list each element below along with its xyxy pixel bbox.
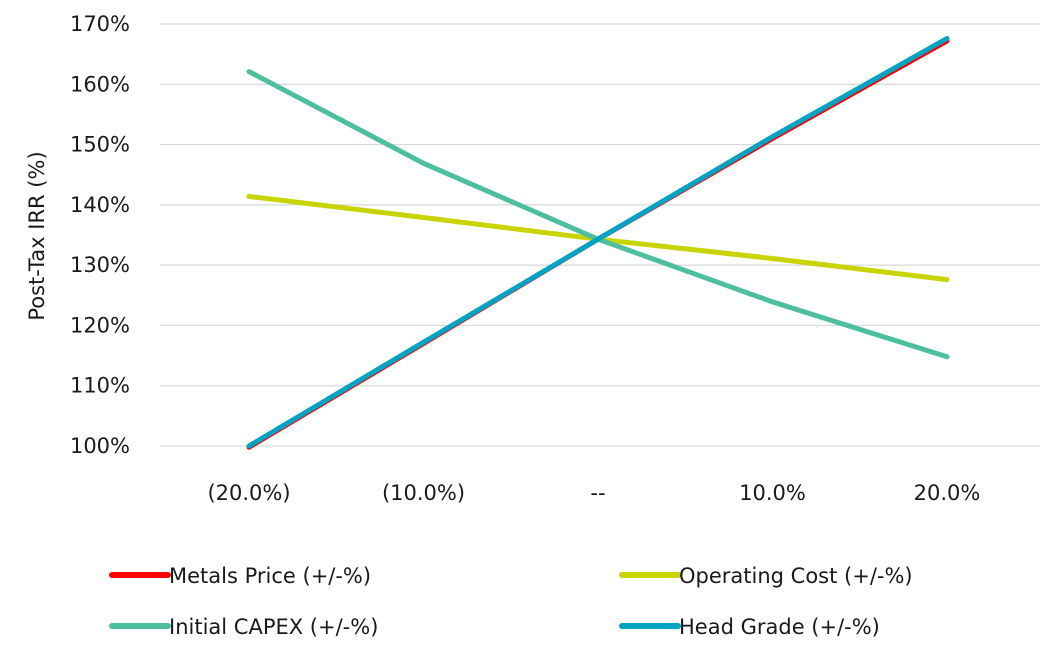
- y-axis-title: Post-Tax IRR (%): [25, 151, 49, 320]
- x-tick-label: (10.0%): [382, 481, 465, 505]
- y-tick-label: 160%: [70, 72, 130, 96]
- legend-item-3[interactable]: Head Grade (+/-%): [619, 615, 880, 639]
- legend-label: Operating Cost (+/-%): [679, 564, 913, 588]
- y-tick-label: 150%: [70, 133, 130, 157]
- y-tick-label: 140%: [70, 193, 130, 217]
- legend-item-2[interactable]: Initial CAPEX (+/-%): [109, 615, 378, 639]
- legend-label: Metals Price (+/-%): [169, 564, 371, 588]
- x-tick-label: 20.0%: [914, 481, 981, 505]
- series-line-3: [246, 36, 950, 449]
- gridlines: [160, 23, 1040, 447]
- x-tick-label: 10.0%: [739, 481, 806, 505]
- y-tick-label: 100%: [70, 434, 130, 458]
- y-tick-label: 110%: [70, 374, 130, 398]
- legend-label: Initial CAPEX (+/-%): [169, 615, 378, 639]
- x-tick-label: --: [590, 481, 605, 505]
- legend-item-0[interactable]: Metals Price (+/-%): [109, 564, 371, 588]
- legend-item-1[interactable]: Operating Cost (+/-%): [619, 564, 913, 588]
- legend: Metals Price (+/-%) Operating Cost (+/-%)…: [109, 564, 913, 639]
- y-axis-tick-labels: 100% 110% 120% 130% 140% 150% 160% 170%: [70, 12, 130, 458]
- y-tick-label: 170%: [70, 12, 130, 36]
- series-lines: [246, 36, 950, 450]
- x-tick-label: (20.0%): [207, 481, 290, 505]
- y-tick-label: 120%: [70, 313, 130, 337]
- x-axis-tick-labels: (20.0%) (10.0%) -- 10.0% 20.0%: [207, 481, 980, 505]
- legend-label: Head Grade (+/-%): [679, 615, 880, 639]
- y-tick-label: 130%: [70, 253, 130, 277]
- series-line-2: [246, 69, 950, 360]
